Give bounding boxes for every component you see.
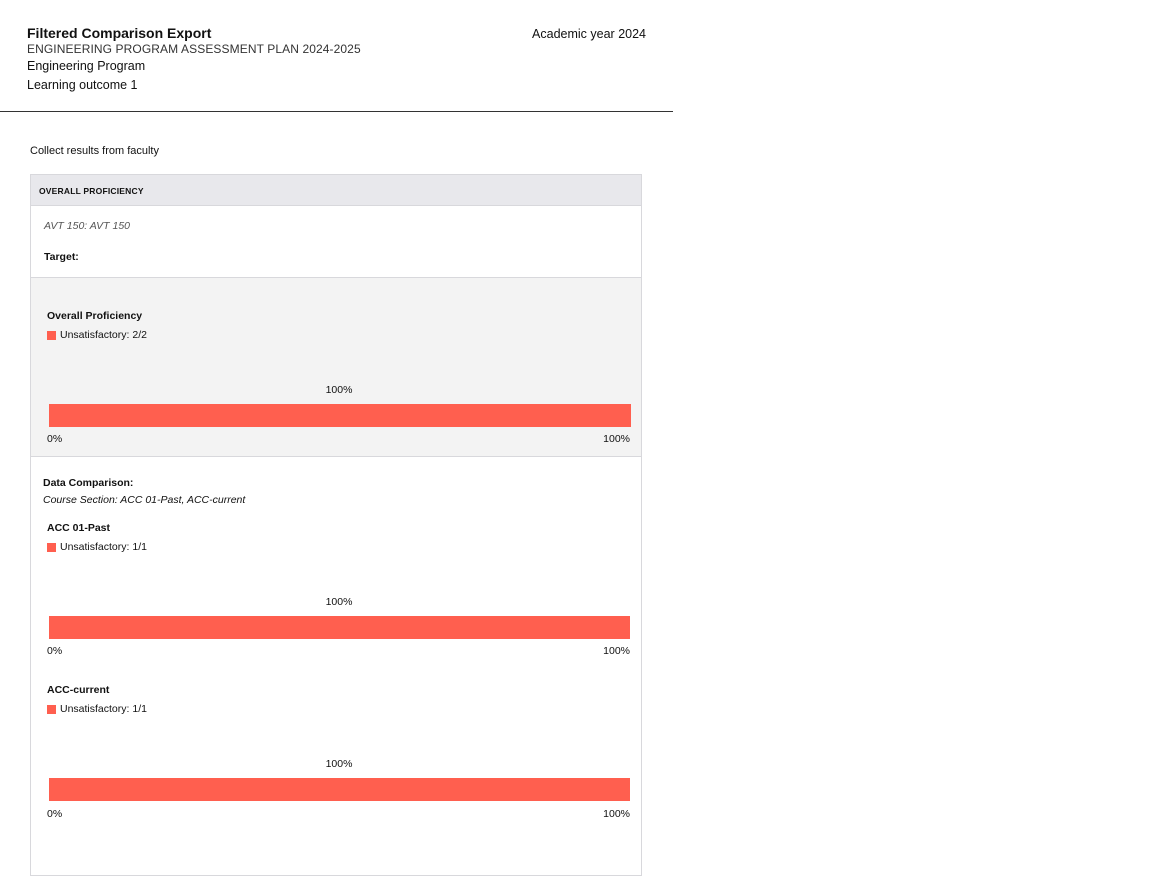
card-heading: OVERALL PROFICIENCY xyxy=(31,175,641,206)
course-label: AVT 150: AVT 150 xyxy=(44,220,130,232)
overall-bar xyxy=(49,404,631,427)
past-axis-min: 0% xyxy=(47,645,63,657)
legend-swatch-unsatisfactory xyxy=(47,542,56,552)
current-bar-track xyxy=(49,778,630,801)
collect-results-label: Collect results from faculty xyxy=(30,145,159,157)
overall-proficiency-title: Overall Proficiency xyxy=(47,310,143,322)
past-bar-track xyxy=(49,616,630,639)
past-bar-percent: 100% xyxy=(325,596,353,608)
data-comparison-subtitle: Course Section: ACC 01-Past, ACC-current xyxy=(43,494,246,506)
learning-outcome: Learning outcome 1 xyxy=(27,78,138,92)
overall-bar-track xyxy=(49,404,631,427)
proficiency-card: OVERALL PROFICIENCY AVT 150: AVT 150 Tar… xyxy=(30,174,642,876)
past-legend-label: Unsatisfactory: 1/1 xyxy=(60,541,147,553)
program-name: Engineering Program xyxy=(27,59,146,73)
overall-proficiency-section: Overall Proficiency Unsatisfactory: 2/2 … xyxy=(31,277,641,457)
export-title: Filtered Comparison Export xyxy=(27,25,212,41)
current-bar-percent: 100% xyxy=(325,758,353,770)
legend-swatch-unsatisfactory xyxy=(47,330,56,340)
past-axis-max: 100% xyxy=(603,645,630,657)
overall-legend: Unsatisfactory: 2/2 xyxy=(47,329,147,341)
current-legend: Unsatisfactory: 1/1 xyxy=(47,703,147,715)
overall-legend-label: Unsatisfactory: 2/2 xyxy=(60,329,147,341)
academic-year: Academic year 2024 xyxy=(532,27,646,41)
card-heading-text: OVERALL PROFICIENCY xyxy=(39,186,144,196)
past-legend: Unsatisfactory: 1/1 xyxy=(47,541,147,553)
export-header: Filtered Comparison Export ENGINEERING P… xyxy=(0,0,673,112)
current-bar xyxy=(49,778,630,801)
past-bar xyxy=(49,616,630,639)
data-comparison-title: Data Comparison: xyxy=(43,477,134,489)
current-axis-min: 0% xyxy=(47,808,63,820)
past-title: ACC 01-Past xyxy=(47,522,111,534)
assessment-plan-name: ENGINEERING PROGRAM ASSESSMENT PLAN 2024… xyxy=(27,42,361,56)
overall-axis-min: 0% xyxy=(47,433,63,445)
overall-bar-percent: 100% xyxy=(325,384,353,396)
legend-swatch-unsatisfactory xyxy=(47,704,56,714)
overall-axis-max: 100% xyxy=(603,433,630,445)
current-legend-label: Unsatisfactory: 1/1 xyxy=(60,703,147,715)
current-title: ACC-current xyxy=(47,684,110,696)
target-label: Target: xyxy=(44,251,79,263)
current-axis-max: 100% xyxy=(603,808,630,820)
